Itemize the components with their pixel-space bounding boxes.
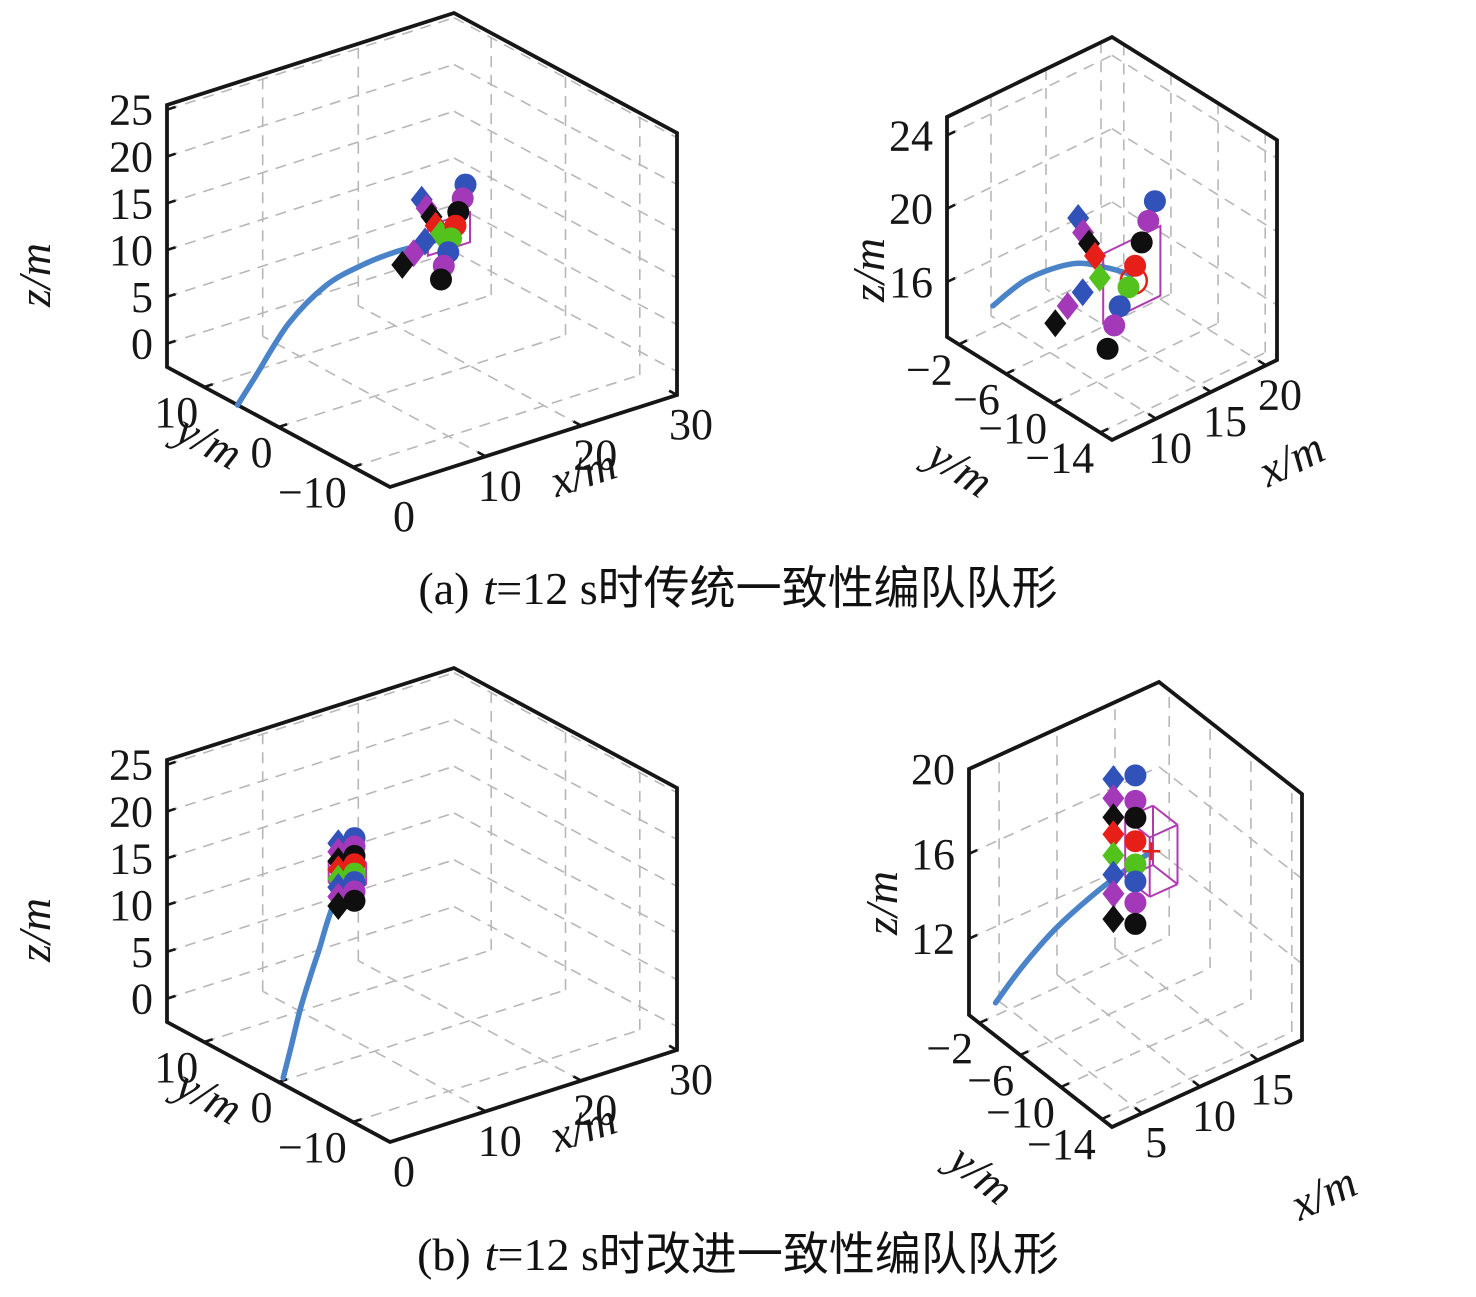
caption-b-var: t — [484, 1229, 498, 1280]
svg-text:5: 5 — [1145, 1118, 1167, 1167]
svg-text:20: 20 — [1258, 370, 1302, 419]
svg-text:−14: −14 — [1025, 434, 1094, 483]
svg-text:z/m: z/m — [9, 243, 60, 308]
caption-b-index: (b) — [417, 1229, 471, 1280]
svg-text:y/m: y/m — [937, 1131, 1024, 1215]
svg-text:−10: −10 — [278, 1123, 347, 1172]
svg-text:0: 0 — [251, 428, 273, 477]
svg-text:30: 30 — [669, 400, 713, 449]
svg-text:−2: −2 — [906, 345, 953, 394]
svg-text:5: 5 — [131, 928, 153, 977]
svg-text:15: 15 — [109, 179, 153, 228]
svg-text:5: 5 — [131, 273, 153, 322]
svg-text:20: 20 — [911, 745, 955, 794]
svg-text:12: 12 — [911, 915, 955, 964]
svg-text:0: 0 — [393, 492, 415, 541]
svg-text:10: 10 — [154, 1043, 198, 1092]
svg-text:10: 10 — [1192, 1092, 1236, 1141]
svg-text:0: 0 — [393, 1147, 415, 1196]
svg-text:10: 10 — [154, 388, 198, 437]
svg-text:24: 24 — [889, 111, 933, 160]
svg-text:−6: −6 — [967, 1056, 1014, 1105]
svg-text:−14: −14 — [1027, 1120, 1096, 1169]
caption-a-var: t — [483, 563, 497, 614]
svg-text:10: 10 — [478, 1116, 522, 1165]
svg-text:15: 15 — [1250, 1065, 1294, 1114]
svg-text:10: 10 — [1148, 424, 1192, 473]
svg-text:−6: −6 — [953, 375, 1000, 424]
svg-text:−10: −10 — [978, 404, 1047, 453]
svg-text:z/m: z/m — [856, 871, 907, 936]
svg-text:20: 20 — [889, 185, 933, 234]
svg-text:25: 25 — [109, 86, 153, 135]
svg-text:25: 25 — [109, 741, 153, 790]
svg-text:0: 0 — [251, 1083, 273, 1132]
svg-text:−10: −10 — [278, 468, 347, 517]
svg-text:10: 10 — [109, 226, 153, 275]
svg-text:0: 0 — [131, 975, 153, 1024]
svg-text:z/m: z/m — [9, 898, 60, 963]
caption-a-index: (a) — [418, 563, 470, 614]
svg-text:0: 0 — [131, 320, 153, 369]
svg-text:10: 10 — [109, 881, 153, 930]
svg-text:16: 16 — [911, 830, 955, 879]
svg-text:−2: −2 — [926, 1024, 973, 1073]
svg-text:30: 30 — [669, 1055, 713, 1104]
svg-text:z/m: z/m — [843, 238, 894, 303]
caption-b-text: =12 s时改进一致性编队队形 — [497, 1229, 1059, 1280]
svg-text:15: 15 — [1203, 397, 1247, 446]
caption-a-text: =12 s时传统一致性编队队形 — [496, 563, 1058, 614]
caption-b: (b) t=12 s时改进一致性编队队形 — [0, 1218, 1476, 1284]
caption-a: (a) t=12 s时传统一致性编队队形 — [0, 552, 1476, 618]
svg-text:20: 20 — [573, 1086, 617, 1135]
svg-text:x/m: x/m — [1249, 422, 1332, 497]
svg-text:20: 20 — [109, 133, 153, 182]
svg-text:20: 20 — [109, 788, 153, 837]
svg-text:10: 10 — [478, 461, 522, 510]
svg-text:−10: −10 — [986, 1088, 1055, 1137]
svg-text:15: 15 — [109, 834, 153, 883]
svg-text:20: 20 — [573, 431, 617, 480]
svg-text:16: 16 — [889, 258, 933, 307]
